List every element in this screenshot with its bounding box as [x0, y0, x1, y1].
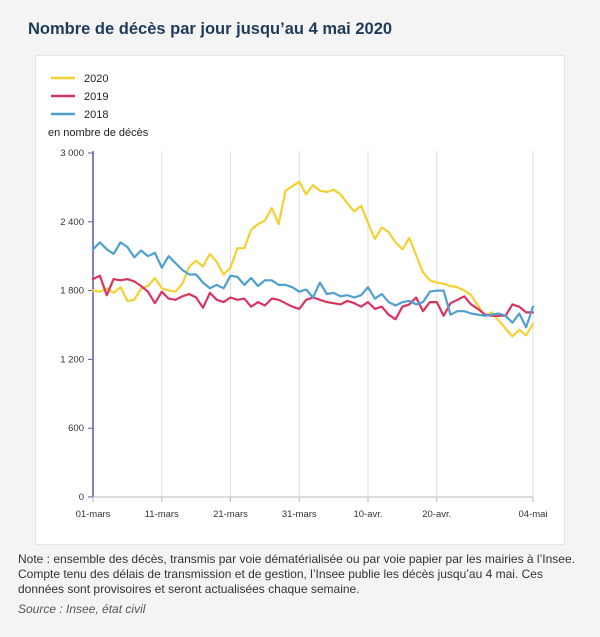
x-tick-label: 10-avr.	[353, 509, 382, 520]
chart-panel: 0 600 1 200 1 800 2 400 3 000 01-mars 11-mars 21…	[35, 55, 565, 545]
chart-note: Note : ensemble des décès, transmis par …	[18, 552, 575, 596]
series-line-2018	[91, 241, 535, 329]
page-title: Nombre de décès par jour jusqu’au 4 mai …	[28, 20, 393, 38]
y-tick-label: 600	[68, 423, 84, 434]
x-tick-label: 04-mai	[518, 509, 547, 520]
legend-label: 2018	[84, 109, 108, 121]
legend-label: 2019	[84, 91, 108, 103]
y-tick-label: 0	[79, 492, 84, 503]
legend-label: 2020	[84, 73, 108, 85]
y-tick-label: 1 200	[60, 354, 84, 365]
deaths-line-chart: 0 600 1 200 1 800 2 400 3 000 01-mars 11-mars 21…	[48, 73, 548, 520]
x-tick-label: 31-mars	[282, 509, 317, 520]
y-tick-label: 3 000	[60, 148, 84, 159]
y-tick-label: 2 400	[60, 217, 84, 228]
x-tick-label: 21-mars	[213, 509, 248, 520]
series-line-2020	[91, 180, 535, 338]
x-tick-label: 01-mars	[76, 509, 111, 520]
chart-source: Source : Insee, état civil	[18, 602, 146, 616]
x-tick-label: 20-avr.	[422, 509, 451, 520]
y-axis-label: en nombre de décès	[48, 127, 149, 139]
y-tick-label: 1 800	[60, 286, 84, 297]
x-tick-label: 11-mars	[145, 509, 179, 520]
